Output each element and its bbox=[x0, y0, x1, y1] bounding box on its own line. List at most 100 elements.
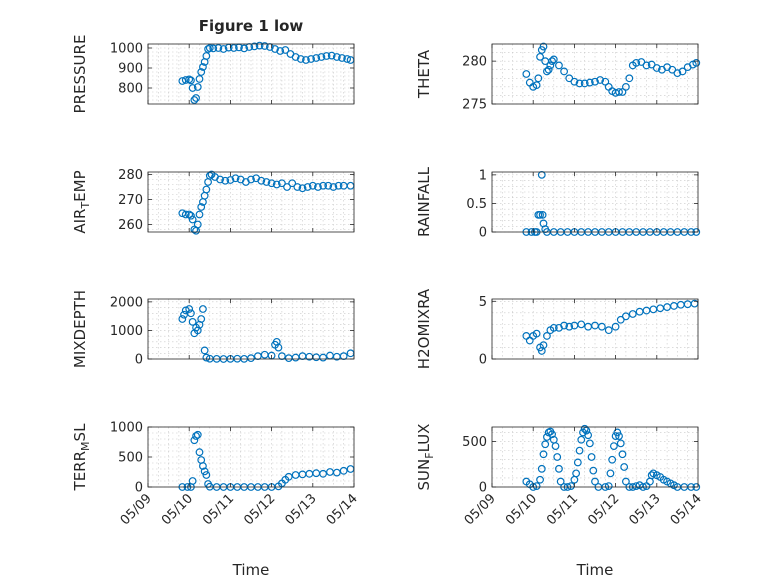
data-point bbox=[188, 477, 197, 485]
y-tick-label: 0 bbox=[135, 481, 143, 496]
data-point bbox=[546, 61, 555, 70]
y-tick-label: 5 bbox=[479, 295, 487, 310]
plot-area bbox=[148, 427, 354, 487]
data-point bbox=[577, 320, 586, 329]
data-point bbox=[615, 88, 623, 96]
data-point bbox=[522, 70, 531, 78]
y-axis-label: THETA bbox=[415, 49, 433, 99]
x-tick-label: 05/13 bbox=[627, 491, 664, 528]
data-point bbox=[202, 52, 211, 60]
data-point bbox=[543, 332, 551, 340]
x-tick-label: 05/11 bbox=[200, 491, 237, 528]
y-tick-label: 1 bbox=[479, 168, 487, 183]
subplot-mixdepth: 0 1000 2000 MIXDEPTH bbox=[71, 290, 355, 368]
data-point bbox=[589, 466, 598, 475]
y-tick-label: 0.5 bbox=[466, 197, 487, 212]
data-point bbox=[185, 305, 194, 313]
data-point bbox=[247, 175, 255, 184]
data-point bbox=[608, 455, 617, 464]
data-point bbox=[329, 183, 338, 191]
data-point bbox=[200, 346, 209, 355]
data-point bbox=[539, 450, 548, 459]
series-sun-flux bbox=[522, 424, 701, 491]
data-point bbox=[281, 46, 290, 54]
data-point bbox=[278, 352, 286, 361]
data-point bbox=[214, 44, 223, 52]
y-tick-label: 270 bbox=[118, 193, 143, 208]
data-point bbox=[534, 74, 543, 83]
y-tick-label: 2000 bbox=[110, 295, 143, 310]
data-point bbox=[288, 179, 297, 188]
y-tick-label: 0 bbox=[479, 481, 487, 496]
data-point bbox=[560, 321, 568, 330]
data-point bbox=[202, 185, 211, 194]
data-point bbox=[247, 354, 255, 363]
subplot-air-temp: 260 270 280 AIRTEMP bbox=[71, 168, 355, 235]
data-point bbox=[532, 81, 541, 90]
data-point bbox=[274, 343, 283, 352]
data-point bbox=[553, 453, 562, 461]
data-point bbox=[262, 178, 271, 186]
data-point bbox=[549, 323, 558, 332]
data-point bbox=[591, 77, 599, 86]
data-point bbox=[199, 63, 207, 71]
x-tick-label: 05/14 bbox=[668, 491, 705, 528]
data-point bbox=[596, 76, 605, 84]
data-point bbox=[322, 52, 331, 60]
x-tick-label: 05/12 bbox=[585, 491, 622, 528]
data-point bbox=[178, 315, 187, 323]
axes-box bbox=[491, 171, 699, 233]
data-point bbox=[543, 67, 551, 76]
data-point bbox=[302, 56, 310, 64]
data-point bbox=[271, 45, 279, 53]
subplot-rainfall: 0 0.5 1 RAINFALL bbox=[415, 166, 701, 241]
axes-box bbox=[147, 298, 355, 360]
x-tick-label: 05/13 bbox=[283, 491, 320, 528]
x-tick-label: 05/09 bbox=[462, 491, 499, 528]
axes-box bbox=[147, 171, 355, 233]
y-tick-label: 1000 bbox=[110, 42, 143, 57]
data-point bbox=[538, 210, 547, 219]
data-point bbox=[296, 55, 305, 63]
x-tick-label: 05/10 bbox=[159, 491, 196, 528]
data-point bbox=[539, 42, 548, 51]
y-tick-label: 900 bbox=[118, 62, 143, 77]
data-point bbox=[250, 42, 259, 51]
data-point bbox=[647, 471, 656, 480]
data-point bbox=[537, 170, 546, 179]
data-point bbox=[613, 428, 622, 437]
data-point bbox=[628, 310, 637, 318]
data-point bbox=[580, 79, 589, 88]
data-point bbox=[193, 220, 202, 229]
x-tick-label: 05/09 bbox=[118, 491, 155, 528]
data-point bbox=[622, 477, 630, 486]
data-point bbox=[587, 453, 596, 461]
y-tick-label: 260 bbox=[118, 218, 143, 233]
data-point bbox=[303, 183, 312, 191]
data-point bbox=[178, 77, 187, 85]
data-point bbox=[226, 176, 235, 184]
data-point bbox=[181, 76, 190, 84]
data-point bbox=[620, 463, 629, 471]
axes-box bbox=[491, 298, 699, 360]
x-tick-label: 05/12 bbox=[241, 491, 278, 528]
data-point bbox=[536, 475, 544, 484]
data-point bbox=[673, 69, 682, 78]
data-point bbox=[188, 84, 197, 92]
data-point bbox=[560, 67, 568, 76]
y-tick-label: 500 bbox=[462, 435, 487, 450]
data-point bbox=[616, 315, 625, 324]
data-point bbox=[618, 450, 627, 459]
y-tick-label: 280 bbox=[462, 55, 487, 70]
data-point bbox=[577, 435, 586, 444]
data-point bbox=[283, 183, 291, 191]
data-point bbox=[625, 74, 634, 83]
data-point bbox=[319, 469, 328, 478]
data-point bbox=[307, 55, 315, 63]
data-point bbox=[580, 424, 589, 433]
data-point bbox=[343, 55, 352, 63]
data-point bbox=[319, 353, 328, 362]
data-point bbox=[260, 42, 269, 50]
data-point bbox=[604, 326, 613, 335]
